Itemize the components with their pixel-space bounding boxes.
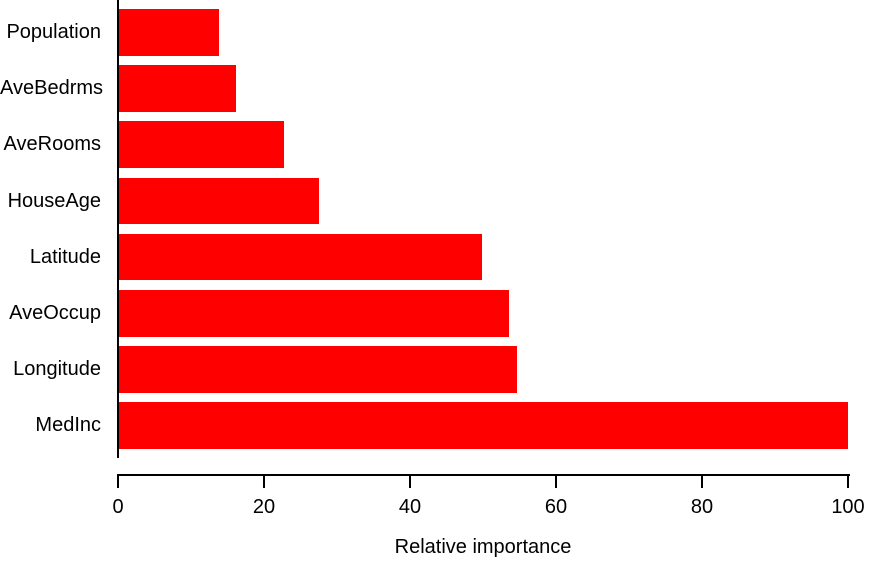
x-tick-label-40: 40 xyxy=(398,496,422,518)
x-tick-label-80: 80 xyxy=(690,496,714,518)
bar-avebedrms xyxy=(118,65,237,112)
x-tick-20 xyxy=(263,476,265,488)
x-tick-label-0: 0 xyxy=(112,496,124,518)
x-tick-label-60: 60 xyxy=(544,496,568,518)
x-tick-60 xyxy=(555,476,557,488)
x-tick-label-100: 100 xyxy=(831,496,865,518)
bar-latitude xyxy=(118,233,483,281)
bar-aveoccup xyxy=(118,290,510,337)
category-label-averooms: AveRooms xyxy=(3,133,101,156)
x-axis-line xyxy=(117,474,850,476)
category-label-avebedrms: AveBedrms xyxy=(0,77,104,100)
x-tick-80 xyxy=(701,476,703,488)
x-axis-title: Relative importance xyxy=(394,536,572,558)
bar-population xyxy=(118,9,219,56)
y-axis-line xyxy=(117,0,119,458)
x-tick-100 xyxy=(847,476,849,488)
category-label-latitude: Latitude xyxy=(29,245,101,268)
category-label-longitude: Longitude xyxy=(13,358,101,381)
x-tick-40 xyxy=(409,476,411,488)
category-label-houseage: HouseAge xyxy=(7,189,101,212)
category-label-aveoccup: AveOccup xyxy=(9,302,101,324)
bar-averooms xyxy=(118,121,284,168)
x-tick-0 xyxy=(117,476,119,488)
bar-medinc xyxy=(118,402,848,449)
category-label-population: Population xyxy=(6,21,101,43)
bar-houseage xyxy=(118,177,319,225)
x-tick-label-20: 20 xyxy=(252,496,276,518)
bar-longitude xyxy=(118,346,518,393)
category-label-medinc: MedInc xyxy=(35,414,101,437)
